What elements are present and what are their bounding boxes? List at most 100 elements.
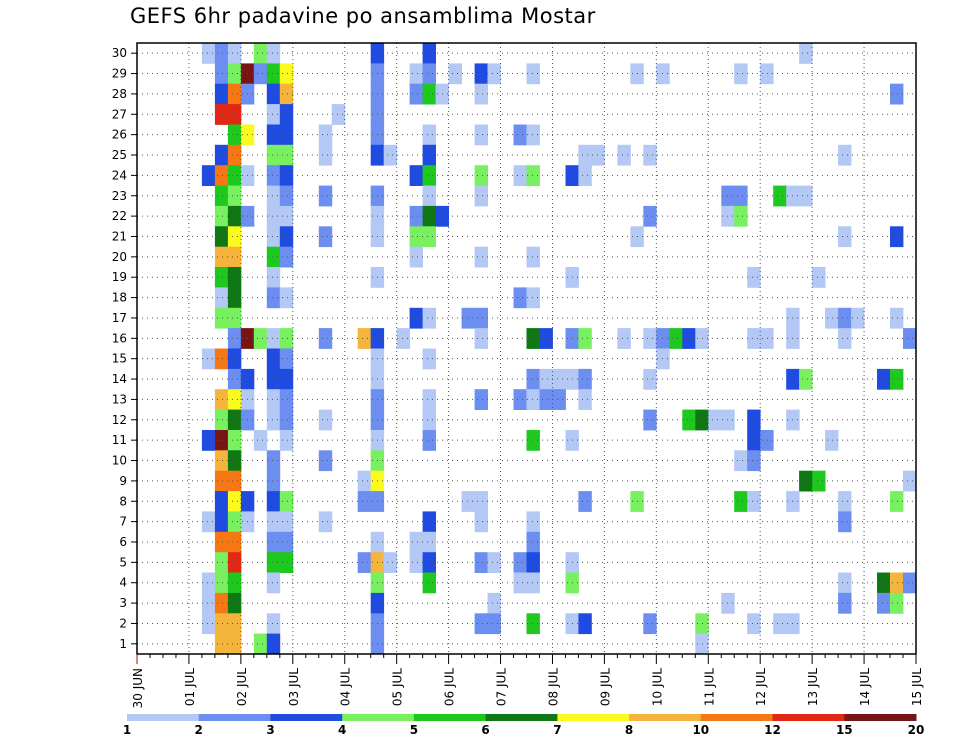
heatmap-cell bbox=[578, 613, 592, 635]
heatmap-cell bbox=[266, 246, 281, 268]
heatmap-cell bbox=[266, 368, 281, 390]
heatmap-cell bbox=[214, 83, 229, 105]
heatmap-cell bbox=[474, 491, 488, 512]
x-tick-label: 05 JUL bbox=[391, 668, 405, 706]
heatmap-cell bbox=[474, 124, 488, 146]
heatmap-cell bbox=[890, 592, 904, 614]
heatmap-cell bbox=[890, 491, 904, 512]
legend-label: 8 bbox=[625, 723, 633, 737]
heatmap-cell bbox=[838, 226, 852, 248]
heatmap-cell bbox=[734, 205, 748, 227]
heatmap-cell bbox=[227, 368, 242, 390]
heatmap-cell bbox=[474, 389, 488, 410]
heatmap-cell bbox=[409, 531, 423, 553]
heatmap-cell bbox=[838, 572, 852, 594]
heatmap-cell bbox=[266, 511, 281, 533]
heatmap-cell bbox=[227, 552, 242, 573]
y-tick-label: 19 bbox=[112, 270, 127, 284]
heatmap-cell bbox=[838, 511, 852, 533]
heatmap-cell bbox=[422, 226, 436, 248]
heatmap-cell bbox=[734, 450, 748, 472]
y-tick-label: 17 bbox=[112, 311, 127, 325]
heatmap-cell bbox=[487, 552, 501, 573]
heatmap-cell bbox=[409, 83, 423, 105]
heatmap-cell bbox=[266, 450, 281, 472]
heatmap-cell bbox=[201, 43, 216, 64]
y-tick-label: 16 bbox=[112, 331, 127, 345]
heatmap-cell bbox=[279, 144, 294, 166]
heatmap-cell bbox=[734, 63, 748, 85]
y-tick-label: 2 bbox=[119, 616, 127, 630]
y-tick-label: 9 bbox=[119, 474, 127, 488]
heatmap-cell bbox=[227, 348, 242, 370]
heatmap-cell bbox=[279, 430, 294, 451]
heatmap-cell bbox=[539, 368, 553, 390]
heatmap-cell bbox=[799, 368, 813, 390]
heatmap-cell bbox=[266, 633, 281, 655]
heatmap-cell bbox=[279, 124, 294, 146]
heatmap-cell bbox=[877, 572, 891, 594]
heatmap-cell bbox=[214, 531, 229, 553]
legend-swatch bbox=[629, 714, 702, 721]
heatmap-cell bbox=[214, 613, 229, 635]
heatmap-cell bbox=[526, 124, 540, 146]
y-tick-label: 20 bbox=[112, 250, 127, 264]
heatmap-cell bbox=[214, 144, 229, 166]
legend-swatch bbox=[485, 714, 558, 721]
heatmap-cell bbox=[422, 389, 436, 410]
heatmap-cell bbox=[422, 83, 436, 105]
heatmap-cell bbox=[760, 63, 774, 85]
heatmap-cell bbox=[318, 185, 333, 207]
heatmap-cell bbox=[279, 368, 294, 390]
heatmap-cell bbox=[227, 43, 242, 64]
heatmap-cell bbox=[526, 328, 540, 349]
heatmap-cell bbox=[227, 531, 242, 553]
heatmap-cell bbox=[214, 389, 229, 410]
heatmap-cell bbox=[474, 307, 488, 329]
heatmap-cell bbox=[201, 430, 216, 451]
heatmap-cell bbox=[643, 144, 657, 166]
heatmap-cell bbox=[279, 389, 294, 410]
legend-swatch bbox=[844, 714, 917, 721]
heatmap-cell bbox=[903, 328, 917, 349]
heatmap-cell bbox=[513, 389, 527, 410]
heatmap-cell bbox=[513, 572, 527, 594]
heatmap-cell bbox=[617, 328, 631, 349]
heatmap-cell bbox=[318, 450, 333, 472]
heatmap-cell bbox=[201, 592, 216, 614]
y-tick-label: 28 bbox=[112, 87, 127, 101]
x-tick-label: 03 JUL bbox=[287, 668, 301, 706]
y-tick-label: 5 bbox=[119, 555, 127, 569]
legend-swatch bbox=[127, 714, 200, 721]
heatmap-cell bbox=[396, 328, 411, 349]
heatmap-cell bbox=[279, 205, 294, 227]
heatmap-cell bbox=[227, 328, 242, 349]
heatmap-cell bbox=[227, 205, 242, 227]
heatmap-cell bbox=[422, 165, 436, 186]
heatmap-cell bbox=[214, 165, 229, 186]
heatmap-cell bbox=[266, 491, 281, 512]
legend-swatch bbox=[413, 714, 487, 721]
heatmap-cell bbox=[266, 226, 281, 248]
heatmap-cell bbox=[422, 43, 436, 64]
y-tick-label: 14 bbox=[112, 372, 127, 386]
heatmap-cell bbox=[552, 368, 566, 390]
heatmap-cell bbox=[409, 246, 423, 268]
heatmap-cell bbox=[747, 430, 761, 451]
heatmap-cell bbox=[279, 104, 294, 125]
heatmap-cell bbox=[227, 633, 242, 655]
heatmap-cell bbox=[838, 491, 852, 512]
heatmap-cell bbox=[227, 165, 242, 186]
heatmap-cell bbox=[799, 185, 813, 207]
heatmap-cell bbox=[526, 511, 540, 533]
heatmap-cell bbox=[266, 144, 281, 166]
heatmap-cell bbox=[266, 572, 281, 594]
y-tick-label: 18 bbox=[112, 291, 127, 305]
heatmap-cell bbox=[643, 613, 657, 635]
heatmap-cell bbox=[708, 409, 722, 431]
heatmap-cell bbox=[474, 185, 488, 207]
heatmap-cell bbox=[279, 246, 294, 268]
heatmap-cell bbox=[422, 511, 436, 533]
heatmap-cell bbox=[318, 511, 333, 533]
heatmap-cell bbox=[409, 63, 423, 85]
